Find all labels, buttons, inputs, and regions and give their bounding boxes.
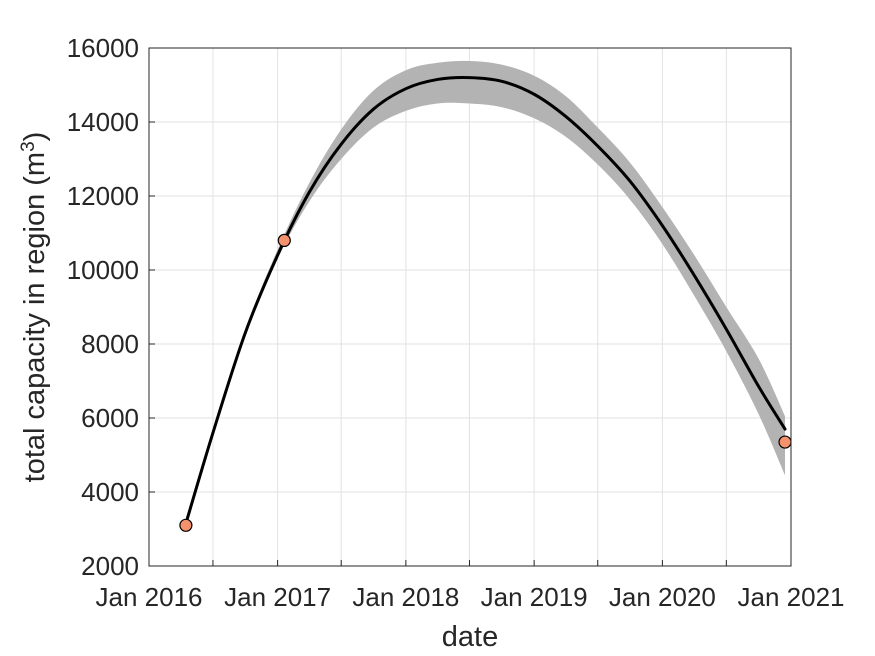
y-tick-label: 6000 bbox=[81, 403, 139, 433]
y-axis-label-main: total capacity in region (m bbox=[19, 152, 51, 482]
y-tick-label: 4000 bbox=[81, 477, 139, 507]
y-tick-label: 8000 bbox=[81, 329, 139, 359]
x-axis-ticks: Jan 2016 Jan 2017 Jan 2018 Jan 2019 Jan 2020… bbox=[96, 560, 845, 612]
x-tick-label: Jan 2018 bbox=[352, 582, 459, 612]
fit-line bbox=[184, 75, 787, 525]
observation-point bbox=[277, 233, 291, 247]
plot-frame bbox=[148, 47, 792, 567]
x-tick-label: Jan 2016 bbox=[96, 582, 203, 612]
plot-area bbox=[149, 48, 791, 566]
x-axis-label: date bbox=[442, 621, 498, 653]
y-tick-label: 16000 bbox=[67, 33, 139, 63]
confidence-band bbox=[185, 60, 786, 528]
observation-points bbox=[179, 233, 792, 532]
x-tick-label: Jan 2020 bbox=[609, 582, 716, 612]
y-tick-label: 14000 bbox=[67, 107, 139, 137]
observation-point bbox=[179, 518, 193, 532]
x-tick-label: Jan 2019 bbox=[481, 582, 588, 612]
observation-point bbox=[778, 435, 792, 449]
y-axis-label-suffix: ) bbox=[19, 132, 51, 142]
y-axis-label: total capacity in region (m3) bbox=[18, 132, 52, 483]
y-axis-ticks: 2000 4000 6000 8000 10000 12000 14000 16000 bbox=[67, 33, 155, 581]
x-tick-label: Jan 2017 bbox=[224, 582, 331, 612]
y-tick-label: 10000 bbox=[67, 255, 139, 285]
x-tick-label: Jan 2021 bbox=[738, 582, 845, 612]
y-tick-label: 12000 bbox=[67, 181, 139, 211]
y-tick-label: 2000 bbox=[81, 551, 139, 581]
y-axis-label-superscript: 3 bbox=[18, 141, 39, 152]
